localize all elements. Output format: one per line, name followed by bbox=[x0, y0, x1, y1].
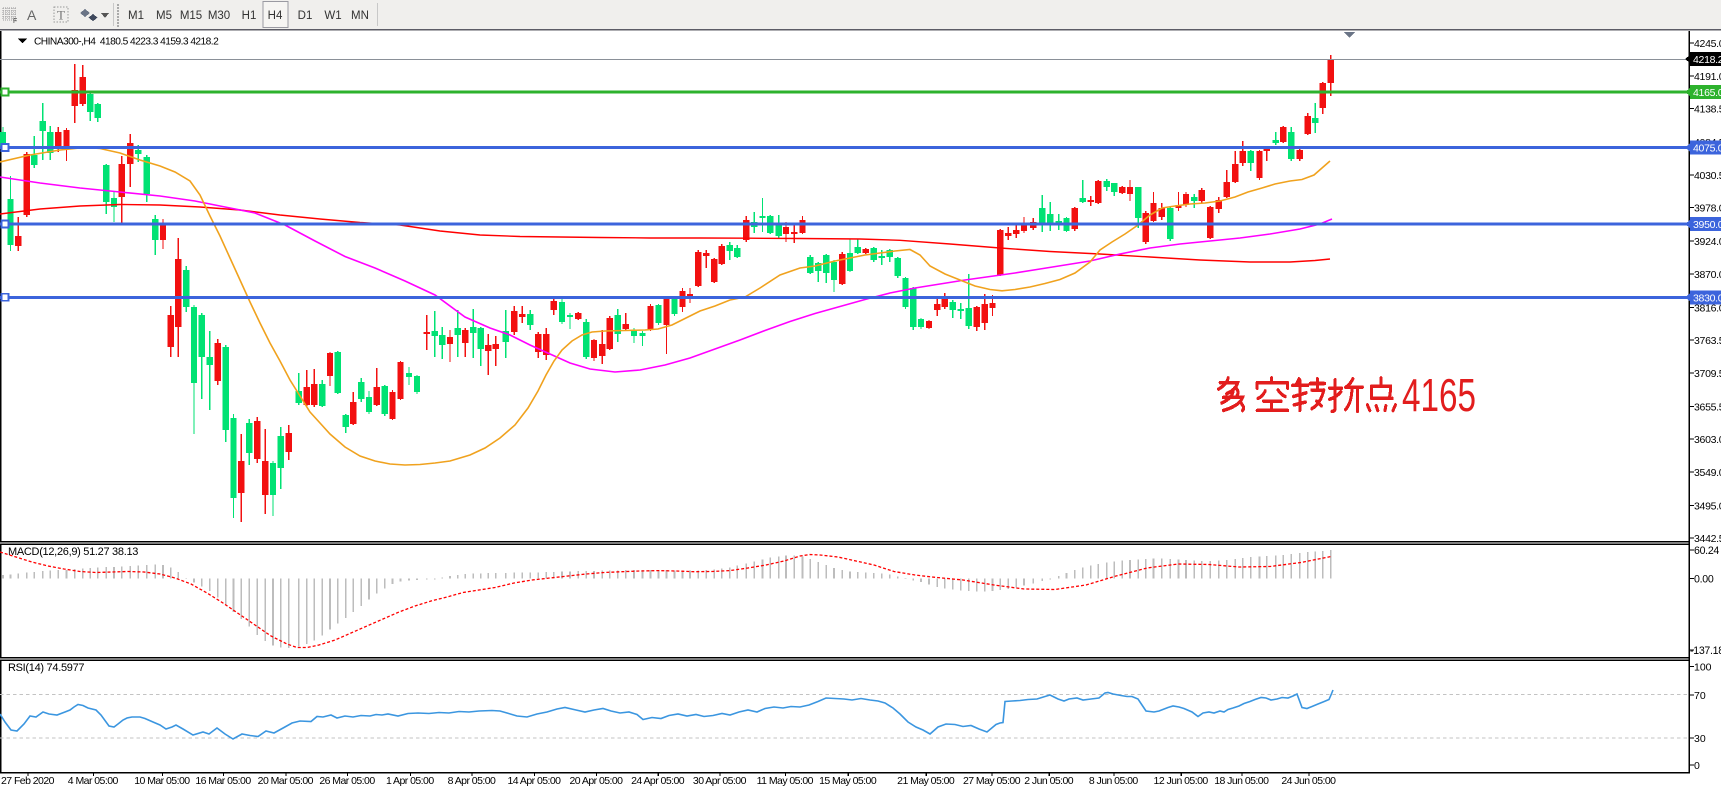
svg-text:-137.18: -137.18 bbox=[1690, 645, 1721, 657]
svg-text:12 Jun 05:00: 12 Jun 05:00 bbox=[1154, 775, 1209, 787]
svg-text:3870.0: 3870.0 bbox=[1694, 269, 1721, 281]
svg-text:4 Mar 05:00: 4 Mar 05:00 bbox=[68, 775, 119, 787]
svg-text:10 Mar 05:00: 10 Mar 05:00 bbox=[134, 775, 190, 787]
svg-text:30: 30 bbox=[1694, 733, 1706, 745]
svg-text:24 Apr 05:00: 24 Apr 05:00 bbox=[631, 775, 685, 787]
svg-text:3816.0: 3816.0 bbox=[1694, 303, 1721, 315]
svg-text:70: 70 bbox=[1694, 690, 1706, 702]
svg-text:11 May 05:00: 11 May 05:00 bbox=[757, 775, 814, 787]
svg-text:MN: MN bbox=[351, 10, 369, 22]
svg-text:15 May 05:00: 15 May 05:00 bbox=[819, 775, 877, 787]
svg-text:W1: W1 bbox=[324, 10, 341, 22]
svg-text:M30: M30 bbox=[208, 10, 230, 22]
svg-text:0: 0 bbox=[1694, 760, 1700, 772]
svg-text:3709.5: 3709.5 bbox=[1694, 368, 1721, 380]
svg-text:3495.0: 3495.0 bbox=[1694, 501, 1721, 513]
svg-text:18 Jun 05:00: 18 Jun 05:00 bbox=[1214, 775, 1269, 787]
svg-text:4218.2: 4218.2 bbox=[1693, 54, 1721, 66]
svg-text:8 Jun 05:00: 8 Jun 05:00 bbox=[1089, 775, 1139, 787]
svg-text:3442.5: 3442.5 bbox=[1694, 533, 1721, 545]
svg-text:H4: H4 bbox=[268, 10, 283, 22]
svg-text:30 Apr 05:00: 30 Apr 05:00 bbox=[693, 775, 747, 787]
svg-text:3603.0: 3603.0 bbox=[1694, 434, 1721, 446]
svg-text:RSI(14) 74.5977: RSI(14) 74.5977 bbox=[8, 662, 84, 674]
svg-text:3950.0: 3950.0 bbox=[1693, 219, 1721, 231]
svg-text:3830.0: 3830.0 bbox=[1693, 292, 1721, 304]
svg-text:4165.0: 4165.0 bbox=[1693, 87, 1721, 99]
svg-text:4245.0: 4245.0 bbox=[1694, 38, 1721, 50]
svg-text:60.24: 60.24 bbox=[1694, 545, 1719, 557]
svg-text:A: A bbox=[27, 7, 37, 23]
svg-text:3549.0: 3549.0 bbox=[1694, 467, 1721, 479]
svg-text:2 Jun 05:00: 2 Jun 05:00 bbox=[1024, 775, 1074, 787]
svg-text:D1: D1 bbox=[298, 10, 313, 22]
svg-text:CHINA300-,H4 4180.5 4223.3 41: CHINA300-,H4 4180.5 4223.3 4159.3 4218.2 bbox=[34, 37, 219, 48]
svg-text:24 Jun 05:00: 24 Jun 05:00 bbox=[1281, 775, 1336, 787]
svg-text:M15: M15 bbox=[180, 10, 202, 22]
svg-text:0.00: 0.00 bbox=[1694, 574, 1714, 586]
svg-text:M5: M5 bbox=[156, 10, 172, 22]
svg-text:14 Apr 05:00: 14 Apr 05:00 bbox=[508, 775, 562, 787]
svg-text:27 Feb 2020: 27 Feb 2020 bbox=[1, 775, 55, 787]
svg-text:20 Apr 05:00: 20 Apr 05:00 bbox=[570, 775, 624, 787]
svg-text:27 May 05:00: 27 May 05:00 bbox=[963, 775, 1021, 787]
svg-text:M1: M1 bbox=[128, 10, 144, 22]
svg-text:4165: 4165 bbox=[1402, 369, 1476, 421]
svg-text:100: 100 bbox=[1694, 662, 1712, 674]
svg-text:MACD(12,26,9) 51.27 38.13: MACD(12,26,9) 51.27 38.13 bbox=[8, 546, 138, 558]
svg-text:F: F bbox=[13, 18, 17, 25]
svg-text:4191.0: 4191.0 bbox=[1694, 71, 1721, 83]
svg-text:3978.0: 3978.0 bbox=[1694, 203, 1721, 215]
svg-text:4030.5: 4030.5 bbox=[1694, 170, 1721, 182]
svg-text:3763.5: 3763.5 bbox=[1694, 335, 1721, 347]
svg-text:3924.0: 3924.0 bbox=[1694, 236, 1721, 248]
svg-text:8 Apr 05:00: 8 Apr 05:00 bbox=[448, 775, 496, 787]
svg-text:26 Mar 05:00: 26 Mar 05:00 bbox=[319, 775, 375, 787]
svg-text:H1: H1 bbox=[242, 10, 257, 22]
svg-text:20 Mar 05:00: 20 Mar 05:00 bbox=[258, 775, 314, 787]
svg-text:3655.5: 3655.5 bbox=[1694, 402, 1721, 414]
svg-text:T: T bbox=[57, 8, 65, 23]
svg-text:21 May 05:00: 21 May 05:00 bbox=[897, 775, 955, 787]
svg-text:4138.5: 4138.5 bbox=[1694, 104, 1721, 116]
svg-text:4075.0: 4075.0 bbox=[1693, 143, 1721, 155]
svg-text:1 Apr 05:00: 1 Apr 05:00 bbox=[386, 775, 434, 787]
svg-text:16 Mar 05:00: 16 Mar 05:00 bbox=[195, 775, 251, 787]
